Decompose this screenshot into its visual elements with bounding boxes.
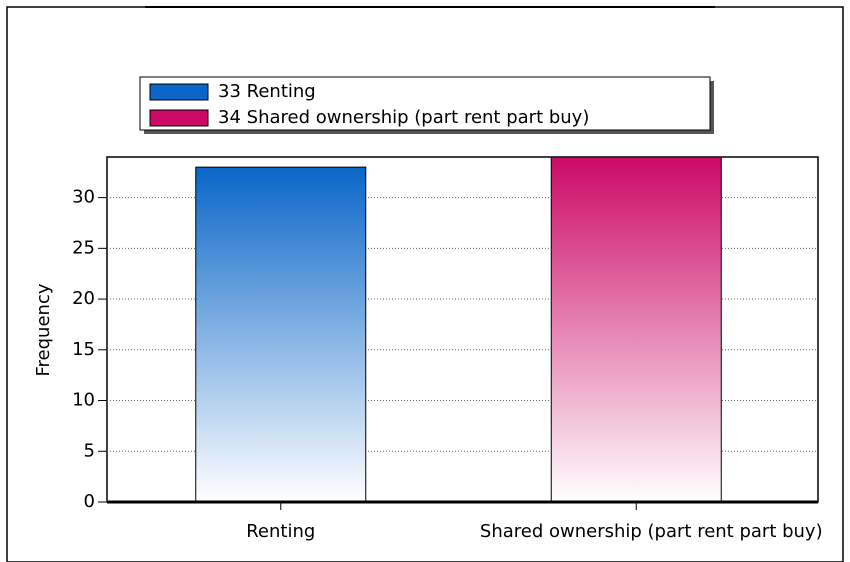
legend-name: Renting — [247, 81, 316, 102]
legend-label: 33 Renting — [218, 81, 316, 102]
x-tick-label: Renting — [246, 521, 315, 542]
y-tick-label: 20 — [72, 288, 95, 309]
y-tick-label: 0 — [84, 491, 95, 512]
y-tick-label: 10 — [72, 390, 95, 411]
y-axis-label: Frequency — [33, 283, 54, 376]
x-tick-label: Shared ownership (part rent part buy) — [480, 521, 823, 542]
y-tick-label: 5 — [84, 440, 95, 461]
bar — [195, 166, 367, 503]
y-tick-label: 15 — [72, 339, 95, 360]
legend — [139, 76, 711, 131]
y-tick-label: 30 — [72, 187, 95, 208]
legend-label: 34 Shared ownership (part rent part buy) — [218, 107, 589, 128]
legend-swatch — [149, 83, 209, 101]
bar — [550, 156, 722, 503]
legend-swatch — [149, 109, 209, 127]
legend-count: 34 — [218, 107, 241, 128]
legend-count: 33 — [218, 81, 241, 102]
y-tick-label: 25 — [72, 237, 95, 258]
legend-name: Shared ownership (part rent part buy) — [247, 107, 590, 128]
